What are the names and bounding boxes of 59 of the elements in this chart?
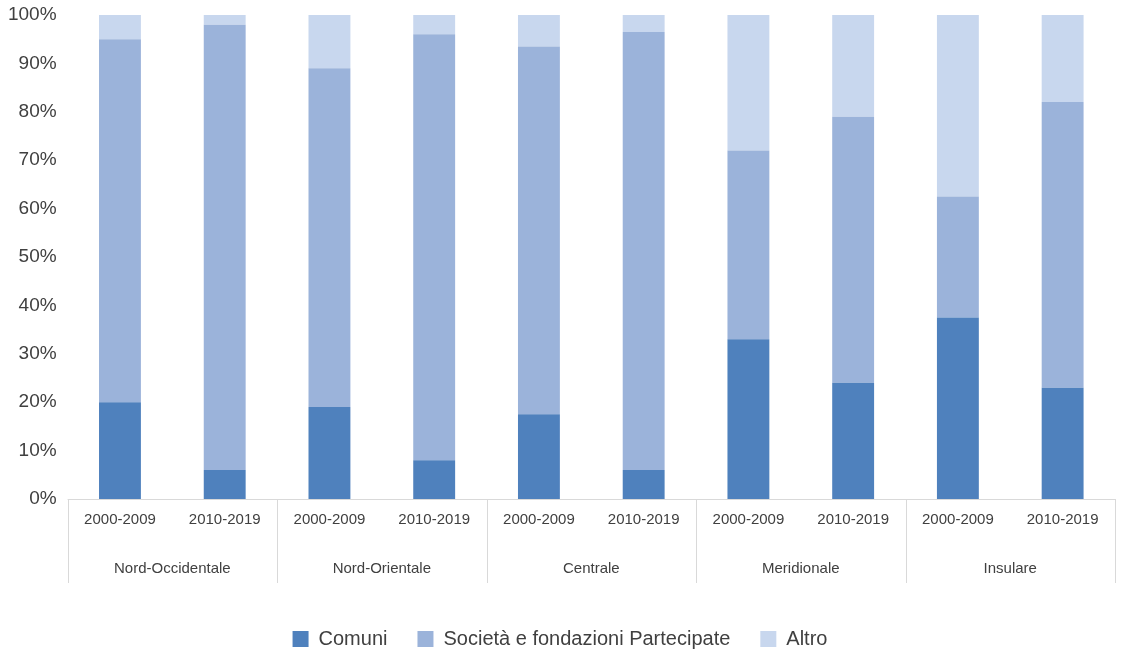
x-tick-label: 2010-2019 bbox=[188, 510, 261, 528]
x-tick-label: 2000-2009 bbox=[293, 510, 366, 528]
y-tick-label: 90% bbox=[18, 51, 57, 73]
bar bbox=[1041, 387, 1084, 499]
bar bbox=[832, 382, 875, 499]
bar bbox=[99, 15, 141, 40]
x-tick-label: 2010-2019 bbox=[817, 510, 890, 528]
y-tick-label: 70% bbox=[18, 148, 57, 170]
legend-label: Società e fondazioni Partecipate bbox=[443, 626, 731, 649]
bar bbox=[203, 24, 246, 470]
x-tick-label: 2000-2009 bbox=[712, 510, 785, 528]
x-tick-label: 2000-2009 bbox=[922, 510, 994, 528]
y-tick-label: 20% bbox=[18, 390, 57, 412]
bar bbox=[936, 317, 979, 499]
y-tick-label: 0% bbox=[29, 487, 57, 509]
bar bbox=[517, 414, 560, 499]
bar bbox=[727, 339, 770, 499]
bar bbox=[308, 68, 351, 408]
bar bbox=[517, 15, 560, 47]
bar bbox=[308, 15, 351, 69]
y-tick-label: 10% bbox=[18, 438, 57, 460]
text: Meridionale bbox=[762, 559, 840, 577]
bar bbox=[936, 15, 979, 197]
bar bbox=[99, 39, 141, 403]
bar bbox=[203, 469, 246, 499]
x-tick-label: 2010-2019 bbox=[398, 510, 471, 528]
bar bbox=[413, 15, 456, 35]
bar bbox=[622, 31, 665, 470]
bar bbox=[99, 402, 141, 499]
bar bbox=[1041, 102, 1084, 388]
y-tick-label: 50% bbox=[18, 245, 57, 267]
bar bbox=[308, 407, 351, 499]
bar bbox=[727, 150, 770, 340]
y-tick-label: 40% bbox=[18, 293, 57, 315]
y-tick-label: 60% bbox=[18, 196, 57, 218]
bar bbox=[1041, 15, 1084, 103]
legend-label: Altro bbox=[786, 626, 828, 649]
bar bbox=[832, 15, 875, 117]
y-tick-label: 100% bbox=[7, 3, 57, 25]
bar bbox=[727, 15, 770, 151]
x-tick-label: 2010-2019 bbox=[1026, 510, 1099, 528]
y-tick-label: 30% bbox=[18, 342, 57, 364]
x-tick-label: 2000-2009 bbox=[84, 510, 156, 528]
bar bbox=[832, 116, 875, 383]
text: Nord-Orientale bbox=[332, 559, 431, 577]
bar bbox=[622, 469, 665, 499]
x-tick-label: 2000-2009 bbox=[503, 510, 575, 528]
bar bbox=[622, 15, 665, 32]
legend-label: Comuni bbox=[318, 626, 388, 649]
bar bbox=[203, 15, 246, 25]
y-tick-label: 80% bbox=[18, 100, 57, 122]
text: Insulare bbox=[983, 559, 1037, 577]
bar bbox=[413, 34, 456, 461]
text: Centrale bbox=[562, 559, 620, 577]
x-tick-label: 2010-2019 bbox=[607, 510, 680, 528]
bar bbox=[413, 460, 456, 499]
bar bbox=[517, 46, 560, 415]
bar bbox=[936, 196, 979, 318]
text: Nord-Occidentale bbox=[113, 559, 231, 577]
